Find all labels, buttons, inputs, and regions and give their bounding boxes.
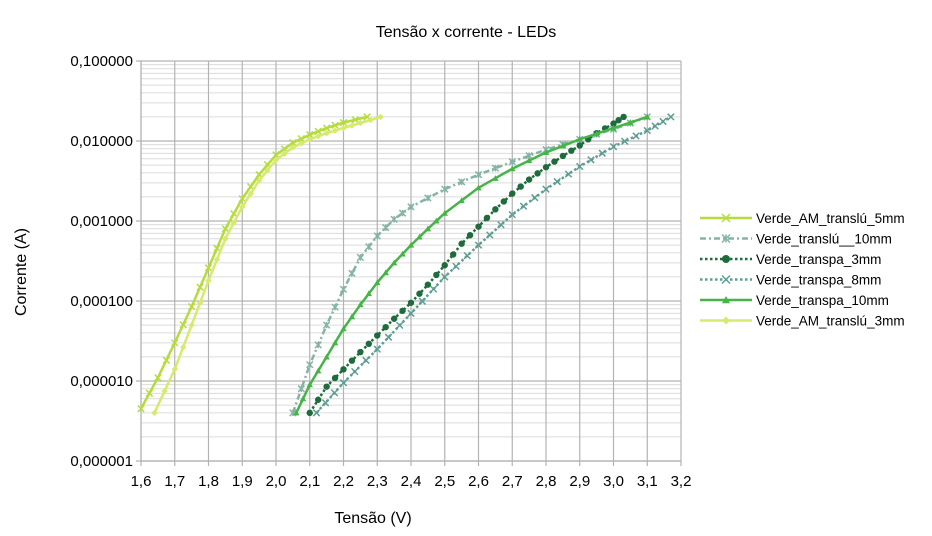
grid [136,60,682,466]
x-tick-label: 2,4 [401,473,422,490]
x-tick-label: 1,7 [164,473,185,490]
y-tick-label: 0,000100 [70,293,133,310]
legend-label: Verde_translú__10mm [756,232,892,247]
x-tick-label: 2,1 [299,473,320,490]
y-tick-label: 0,000010 [70,373,133,390]
legend-item: Verde_AM_translú_3mm [700,314,905,329]
x-tick-label: 2,8 [536,473,557,490]
x-tick-label: 3,2 [671,473,692,490]
series-verde-transpa-8mm [312,113,675,417]
y-axis-title: Corrente (A) [13,228,30,316]
x-tick-label: 1,9 [232,473,253,490]
axes: 0,100000 0,010000 0,001000 0,000100 0,000010… [70,53,691,490]
x-tick-label: 2,0 [266,473,287,490]
legend-item: Verde_transpa_8mm [700,273,881,288]
x-tick-label: 1,8 [198,473,219,490]
legend: Verde_AM_translú_5mm Verde_translú__10mm V… [700,211,905,329]
legend-label: Verde_transpa_3mm [756,252,881,267]
y-tick-label: 0,000001 [70,453,133,470]
plot-series [137,113,675,417]
x-tick-label: 2,3 [367,473,388,490]
x-tick-label: 1,6 [131,473,152,490]
legend-label: Verde_AM_translú_3mm [756,314,905,329]
legend-item: Verde_translú__10mm [700,232,892,247]
legend-label: Verde_transpa_10mm [756,293,889,308]
x-tick-label: 3,0 [603,473,624,490]
x-tick-label: 2,5 [434,473,455,490]
x-tick-label: 2,6 [468,473,489,490]
series-verde-am-transl-3mm [151,113,384,417]
series-verde-transpa-10mm [293,113,651,416]
x-tick-label: 2,9 [569,473,590,490]
x-axis-title: Tensão (V) [334,510,411,527]
chart-title: Tensão x corrente - LEDs [376,24,557,41]
x-tick-label: 3,1 [637,473,658,490]
y-tick-label: 0,100000 [70,53,133,70]
x-tick-label: 2,7 [502,473,523,490]
series-verde-transpa-3mm [306,113,627,417]
legend-label: Verde_transpa_8mm [756,273,881,288]
series-verde-am-transl-5mm [137,113,371,413]
legend-label: Verde_AM_translú_5mm [756,211,905,226]
legend-item: Verde_transpa_3mm [700,252,881,267]
x-tick-label: 2,2 [333,473,354,490]
legend-item: Verde_AM_translú_5mm [700,211,905,226]
y-tick-label: 0,010000 [70,133,133,150]
y-tick-label: 0,001000 [70,213,133,230]
legend-item: Verde_transpa_10mm [700,293,889,308]
